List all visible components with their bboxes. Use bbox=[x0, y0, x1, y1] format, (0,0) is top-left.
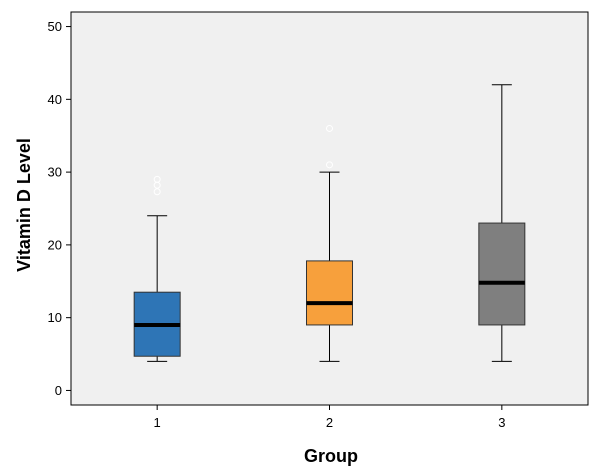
y-axis-title: Vitamin D Level bbox=[14, 138, 34, 272]
y-tick-label: 20 bbox=[48, 237, 62, 252]
x-tick-label: 3 bbox=[498, 415, 505, 430]
y-tick-label: 0 bbox=[55, 383, 62, 398]
x-axis: 1 2 3 bbox=[154, 405, 505, 430]
x-axis-title: Group bbox=[304, 446, 358, 466]
box-group-2 bbox=[306, 124, 353, 362]
box-group-3 bbox=[478, 84, 526, 362]
y-tick-label: 30 bbox=[48, 165, 62, 180]
y-tick-label: 40 bbox=[48, 92, 62, 107]
x-tick-label: 1 bbox=[154, 415, 161, 430]
box-iqr bbox=[478, 222, 526, 326]
y-axis: 0 10 20 30 40 50 bbox=[48, 19, 71, 398]
y-tick-label: 50 bbox=[48, 19, 62, 34]
y-tick-label: 10 bbox=[48, 310, 62, 325]
outlier-point bbox=[326, 124, 333, 132]
outlier-point bbox=[153, 188, 161, 196]
outlier-point bbox=[153, 175, 161, 183]
box-iqr bbox=[306, 260, 353, 326]
x-tick-label: 2 bbox=[326, 415, 333, 430]
box-group-1 bbox=[133, 175, 181, 362]
box-series bbox=[133, 84, 526, 362]
outlier-point bbox=[326, 161, 333, 169]
